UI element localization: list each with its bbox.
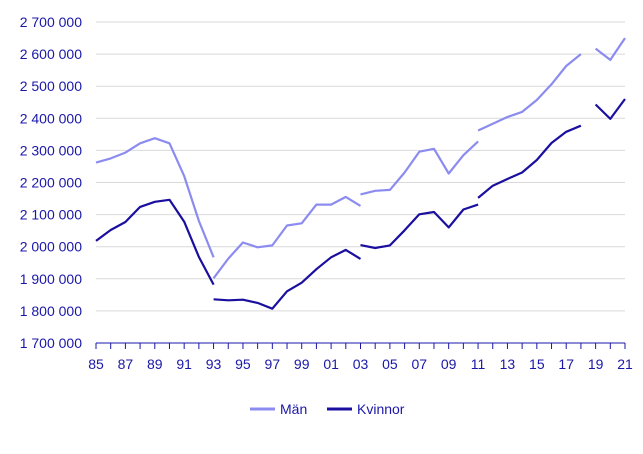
x-tick-label: 89 — [147, 356, 163, 372]
y-tick-label: 2 100 000 — [20, 207, 82, 223]
series-line-segment — [212, 195, 362, 279]
series-line-segment — [95, 137, 215, 258]
x-tick-label: 11 — [471, 356, 486, 372]
y-tick-label: 2 300 000 — [20, 142, 82, 158]
y-axis-tick-labels: 1 700 000 1 800 000 1 900 000 2 000 000 2 10… — [20, 14, 82, 351]
legend-label: Kvinnor — [357, 401, 405, 417]
y-tick-label: 1 800 000 — [20, 303, 82, 319]
x-tick-label: 01 — [323, 356, 339, 372]
y-tick-label: 2 600 000 — [20, 46, 82, 62]
series-line-segment — [360, 203, 479, 250]
x-tick-label: 19 — [588, 356, 604, 372]
series-line-segment — [213, 248, 362, 310]
x-tick-label: 99 — [294, 356, 310, 372]
series-line-segment — [594, 37, 626, 62]
series-man — [95, 37, 626, 279]
y-tick-label: 2 400 000 — [20, 110, 82, 126]
y-tick-label: 1 700 000 — [20, 335, 82, 351]
series-lines — [95, 37, 626, 310]
x-tick-label: 97 — [265, 356, 281, 372]
x-tick-label: 91 — [176, 356, 192, 372]
x-tick-label: 07 — [411, 356, 427, 372]
y-tick-label: 2 000 000 — [20, 239, 82, 255]
x-tick-label: 13 — [500, 356, 516, 372]
y-tick-label: 2 500 000 — [20, 78, 82, 94]
series-line-segment — [360, 140, 479, 196]
series-line-segment — [477, 124, 582, 199]
gridlines — [96, 21, 625, 312]
x-tick-label: 03 — [353, 356, 369, 372]
series-line-segment — [594, 98, 626, 121]
x-tick-label: 93 — [206, 356, 222, 372]
x-tick-label: 21 — [617, 356, 633, 372]
x-tick-label: 87 — [118, 356, 134, 372]
x-tick-label: 15 — [529, 356, 545, 372]
x-axis — [95, 342, 626, 349]
y-tick-label: 2 700 000 — [20, 14, 82, 30]
x-tick-label: 95 — [235, 356, 251, 372]
x-tick-label: 85 — [88, 356, 104, 372]
x-tick-label: 17 — [558, 356, 574, 372]
x-tick-label: 05 — [382, 356, 398, 372]
x-tick-label: 09 — [441, 356, 457, 372]
legend-label: Män — [280, 401, 307, 417]
series-line-segment — [95, 198, 215, 286]
legend: Män Kvinnor — [250, 401, 405, 417]
series-kvinnor — [95, 98, 626, 310]
series-line-segment — [477, 53, 582, 132]
y-tick-label: 2 200 000 — [20, 175, 82, 191]
y-tick-label: 1 900 000 — [20, 271, 82, 287]
x-axis-tick-labels: 85 87 89 91 93 95 97 99 01 03 05 07 09 11 13 15 17 19 21 — [88, 356, 633, 372]
